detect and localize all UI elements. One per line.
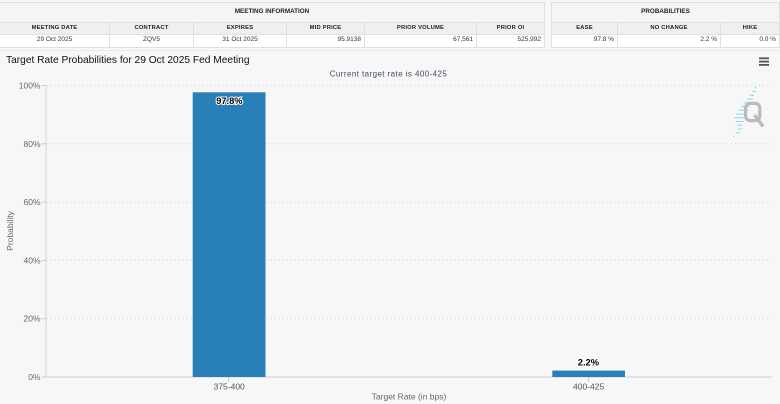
svg-text:97.8%: 97.8%	[216, 96, 243, 106]
svg-text:Probability: Probability	[5, 210, 15, 250]
svg-text:400-425: 400-425	[573, 381, 604, 391]
svg-text:80%: 80%	[23, 139, 40, 149]
svg-text:375-400: 375-400	[214, 381, 245, 391]
svg-text:0%: 0%	[28, 372, 41, 382]
svg-text:Current target rate is 400-425: Current target rate is 400-425	[330, 69, 448, 78]
svg-text:20%: 20%	[23, 314, 40, 324]
svg-text:40%: 40%	[23, 255, 40, 265]
svg-text:60%: 60%	[23, 197, 40, 207]
svg-text:Target Rate (in bps): Target Rate (in bps)	[372, 392, 447, 402]
svg-text:Target Rate Probabilities for: Target Rate Probabilities for 29 Oct 202…	[6, 55, 250, 66]
svg-text:2.2%: 2.2%	[578, 358, 600, 368]
svg-text:100%: 100%	[19, 81, 41, 91]
